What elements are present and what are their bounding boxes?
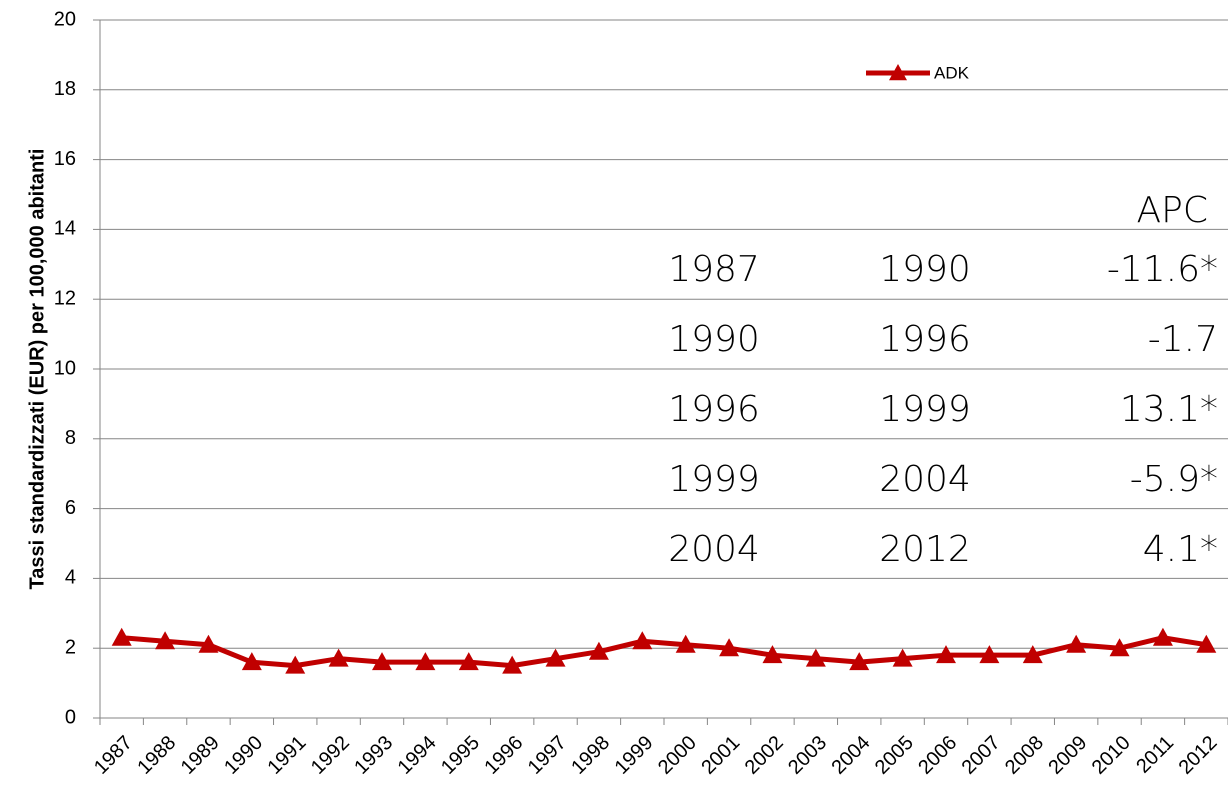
data-marker <box>1109 638 1130 657</box>
x-tick-label: 1988 <box>133 732 180 779</box>
annotation-cell: 1999 <box>668 459 760 500</box>
annotation-cell: 1990 <box>668 319 760 360</box>
data-marker <box>111 627 132 646</box>
data-marker <box>372 652 392 671</box>
x-tick-label: 2007 <box>958 732 1005 779</box>
x-tick-label: 2011 <box>1132 732 1178 778</box>
data-marker <box>155 631 176 650</box>
x-tick-label: 2009 <box>1044 732 1091 779</box>
x-tick-label: 1995 <box>437 732 484 779</box>
y-tick-label: 8 <box>65 427 76 449</box>
x-tick-label: 2002 <box>741 732 788 779</box>
data-marker <box>458 652 479 671</box>
annotation-cell: 1987 <box>668 249 760 290</box>
x-tick-label: 1993 <box>350 732 397 779</box>
data-marker <box>892 648 913 667</box>
data-marker <box>1022 645 1043 664</box>
data-marker <box>936 645 956 664</box>
data-marker <box>979 645 1000 664</box>
x-tick-label: 2010 <box>1088 732 1135 779</box>
legend-label: ADK <box>934 63 970 82</box>
x-tick-label: 1996 <box>480 732 527 779</box>
annotation-cell: 13.1* <box>1120 389 1218 430</box>
x-tick-label: 1998 <box>567 732 614 779</box>
data-marker <box>675 634 696 653</box>
y-tick-label: 2 <box>65 636 76 658</box>
data-marker <box>849 652 870 671</box>
data-marker <box>285 655 306 674</box>
y-tick-label: 10 <box>54 357 76 379</box>
annotation-cell: 2012 <box>879 529 971 570</box>
data-marker <box>1196 634 1217 653</box>
y-tick-label: 20 <box>54 8 76 30</box>
y-axis-label: Tassi standardizzati (EUR) per 100,000 a… <box>26 149 48 590</box>
annotation-cell: 1996 <box>668 389 760 430</box>
y-tick-label: 0 <box>65 706 76 728</box>
annotation-header: APC <box>1137 190 1208 231</box>
x-tick-label: 1991 <box>263 732 310 779</box>
x-tick-label: 2006 <box>914 732 961 779</box>
annotation-cell: 1999 <box>879 389 971 430</box>
y-tick-label: 6 <box>65 497 76 519</box>
x-tick-label: 2001 <box>697 732 744 779</box>
x-tick-label: 1999 <box>611 732 658 779</box>
data-marker <box>198 634 219 653</box>
data-marker <box>762 645 783 664</box>
annotation-cell: 1996 <box>879 319 971 360</box>
y-tick-label: 14 <box>54 218 76 240</box>
data-marker <box>415 652 436 671</box>
data-marker <box>632 631 653 650</box>
x-tick-label: 2000 <box>654 732 701 779</box>
data-marker <box>588 641 609 660</box>
y-tick-label: 4 <box>65 567 76 589</box>
annotation-cell: -5.9* <box>1130 459 1218 500</box>
annotation-cell: 2004 <box>668 529 760 570</box>
x-tick-label: 2003 <box>784 732 831 779</box>
annotation-cell: -11.6* <box>1107 249 1218 290</box>
data-marker <box>241 652 262 671</box>
x-tick-label: 1990 <box>220 732 267 779</box>
data-marker <box>1152 627 1173 646</box>
data-marker <box>502 655 523 674</box>
x-tick-label: 1997 <box>524 732 571 779</box>
y-tick-label: 12 <box>54 287 76 309</box>
annotation-cell: 2004 <box>879 459 971 500</box>
annotation-cell: 1990 <box>879 249 971 290</box>
annotation-cell: 4.1* <box>1143 529 1218 570</box>
data-marker <box>805 648 826 667</box>
x-tick-label: 1987 <box>90 732 137 779</box>
data-marker <box>719 638 740 657</box>
x-tick-label: 1989 <box>177 732 224 779</box>
x-tick-label: 1994 <box>394 732 441 779</box>
x-tick-label: 2005 <box>871 732 918 779</box>
y-tick-label: 16 <box>54 148 76 170</box>
y-tick-label: 18 <box>54 78 76 100</box>
data-marker <box>545 648 566 667</box>
x-tick-label: 2004 <box>827 732 874 779</box>
x-tick-label: 2012 <box>1175 732 1222 779</box>
annotation-cell: -1.7 <box>1148 319 1218 360</box>
data-marker <box>328 648 349 667</box>
legend-marker <box>889 64 907 81</box>
data-marker <box>1066 634 1087 653</box>
x-tick-label: 2008 <box>1001 732 1048 779</box>
series-line <box>121 635 1207 669</box>
x-tick-label: 1992 <box>307 732 354 779</box>
